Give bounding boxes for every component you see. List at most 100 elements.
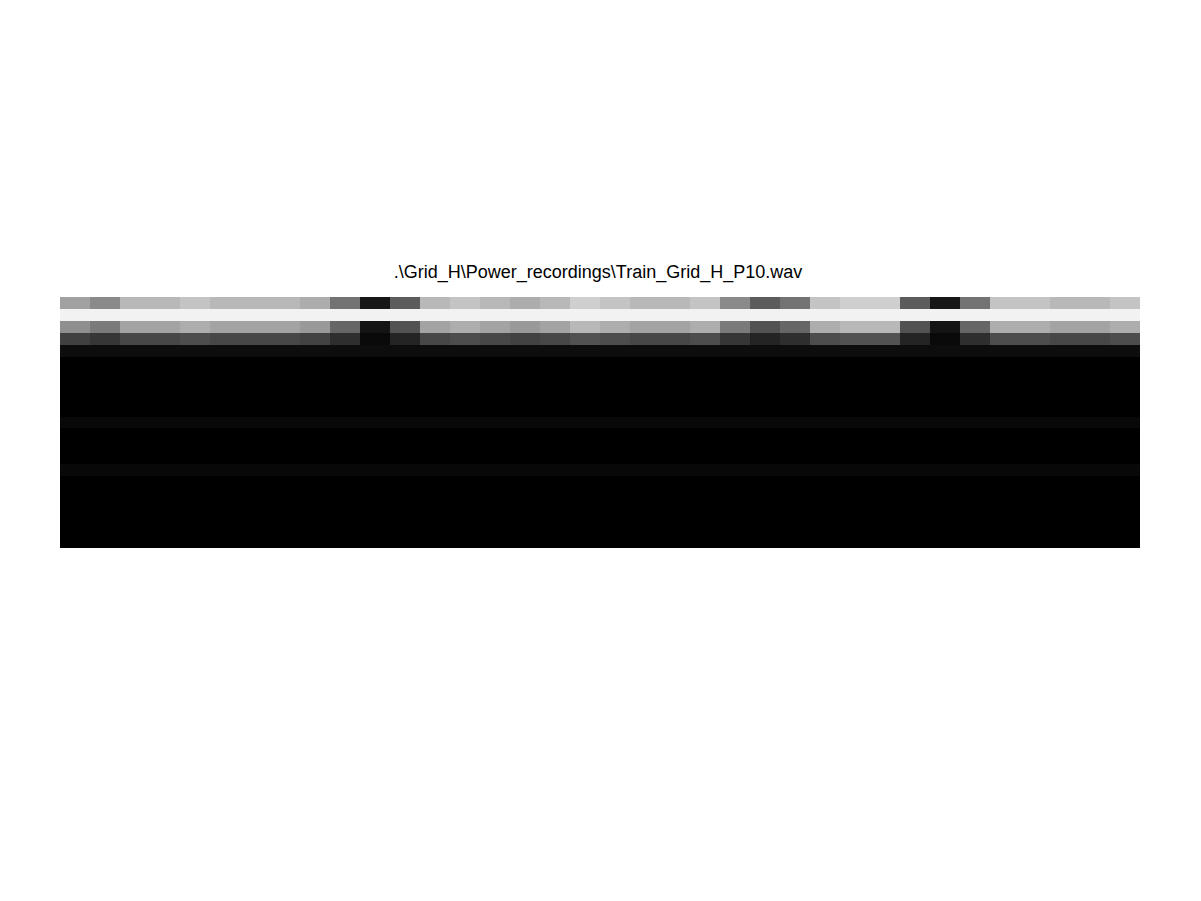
cell bbox=[60, 357, 91, 369]
cell bbox=[990, 321, 1021, 333]
cell bbox=[450, 536, 481, 548]
cell bbox=[900, 524, 931, 536]
cell bbox=[180, 500, 211, 512]
cell bbox=[150, 488, 181, 500]
cell bbox=[240, 345, 271, 357]
cell bbox=[480, 464, 511, 476]
cell bbox=[210, 417, 241, 429]
cell bbox=[210, 440, 241, 452]
cell bbox=[150, 512, 181, 524]
cell bbox=[750, 297, 781, 309]
cell bbox=[330, 321, 361, 333]
cell bbox=[780, 512, 811, 524]
cell bbox=[330, 405, 361, 417]
cell bbox=[780, 464, 811, 476]
cell bbox=[180, 488, 211, 500]
cell bbox=[240, 393, 271, 405]
cell bbox=[210, 309, 241, 321]
cell bbox=[390, 476, 421, 488]
cell bbox=[150, 309, 181, 321]
cell bbox=[180, 333, 211, 345]
cell bbox=[1050, 476, 1081, 488]
cell bbox=[1050, 393, 1081, 405]
cell bbox=[810, 309, 841, 321]
cell bbox=[1050, 524, 1081, 536]
cell bbox=[300, 476, 331, 488]
cell bbox=[660, 536, 691, 548]
cell bbox=[270, 464, 301, 476]
cell bbox=[270, 333, 301, 345]
cell bbox=[900, 512, 931, 524]
cell bbox=[180, 381, 211, 393]
cell bbox=[90, 512, 121, 524]
cell bbox=[180, 309, 211, 321]
cell bbox=[990, 440, 1021, 452]
cell bbox=[990, 512, 1021, 524]
cell bbox=[660, 464, 691, 476]
cell bbox=[450, 428, 481, 440]
cell bbox=[1110, 405, 1140, 417]
cell bbox=[600, 464, 631, 476]
cell bbox=[750, 440, 781, 452]
cell bbox=[390, 464, 421, 476]
cell bbox=[810, 524, 841, 536]
cell bbox=[870, 369, 901, 381]
cell bbox=[150, 464, 181, 476]
cell bbox=[630, 524, 661, 536]
cell bbox=[570, 440, 601, 452]
cell bbox=[690, 393, 721, 405]
cell bbox=[390, 309, 421, 321]
cell bbox=[210, 524, 241, 536]
cell bbox=[1020, 297, 1051, 309]
cell bbox=[1110, 357, 1140, 369]
cell bbox=[630, 428, 661, 440]
cell bbox=[990, 405, 1021, 417]
cell bbox=[660, 357, 691, 369]
cell bbox=[990, 536, 1021, 548]
cell bbox=[510, 476, 541, 488]
cell bbox=[720, 297, 751, 309]
cell bbox=[1110, 309, 1140, 321]
cell bbox=[300, 309, 331, 321]
cell bbox=[960, 500, 991, 512]
cell bbox=[960, 464, 991, 476]
cell bbox=[690, 333, 721, 345]
cell bbox=[240, 309, 271, 321]
cell bbox=[90, 405, 121, 417]
cell bbox=[810, 476, 841, 488]
cell bbox=[270, 381, 301, 393]
cell bbox=[1080, 428, 1111, 440]
cell bbox=[120, 536, 151, 548]
cell bbox=[840, 381, 871, 393]
cell bbox=[180, 297, 211, 309]
cell bbox=[870, 428, 901, 440]
cell bbox=[270, 405, 301, 417]
cell bbox=[690, 536, 721, 548]
cell bbox=[510, 488, 541, 500]
cell bbox=[150, 500, 181, 512]
cell bbox=[60, 345, 91, 357]
cell bbox=[870, 345, 901, 357]
cell bbox=[810, 452, 841, 464]
cell bbox=[750, 536, 781, 548]
cell bbox=[600, 417, 631, 429]
cell bbox=[510, 333, 541, 345]
cell bbox=[690, 309, 721, 321]
cell bbox=[120, 488, 151, 500]
cell bbox=[630, 405, 661, 417]
cell bbox=[210, 536, 241, 548]
cell bbox=[1020, 488, 1051, 500]
cell bbox=[990, 393, 1021, 405]
cell bbox=[810, 464, 841, 476]
cell bbox=[150, 536, 181, 548]
cell bbox=[180, 512, 211, 524]
cell bbox=[810, 393, 841, 405]
cell bbox=[180, 428, 211, 440]
cell bbox=[1080, 369, 1111, 381]
cell bbox=[600, 393, 631, 405]
cell bbox=[360, 369, 391, 381]
cell bbox=[540, 488, 571, 500]
cell bbox=[510, 345, 541, 357]
cell bbox=[840, 321, 871, 333]
cell bbox=[960, 309, 991, 321]
